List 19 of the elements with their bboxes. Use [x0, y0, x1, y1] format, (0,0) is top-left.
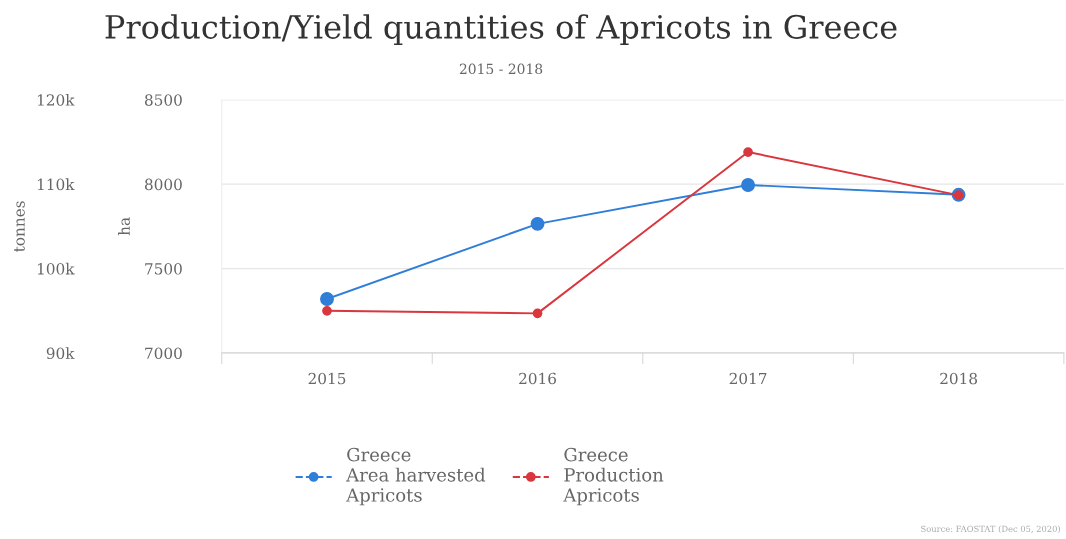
x-tick-label: 2016	[519, 372, 557, 385]
y2-axis-title: tonnes	[14, 201, 25, 252]
y-tick-label: 8500	[144, 94, 182, 106]
y2-tick-label: 120k	[37, 93, 75, 106]
y2-tick-label: 110k	[37, 178, 75, 191]
y2-tick-label: 100k	[37, 262, 75, 275]
y-tick-label: 7000	[145, 347, 182, 360]
chart-subtitle: 2015 - 2018	[459, 63, 543, 75]
y-tick-label: 8000	[144, 178, 182, 191]
x-tick-label: 2017	[729, 372, 767, 385]
y-tick-label: 7500	[145, 263, 182, 275]
x-tick-label: 2018	[940, 372, 978, 385]
chart-title: Production/Yield quantities of Apricots in Greece	[105, 14, 897, 46]
legend-label: Greece Production Apricots	[563, 447, 664, 506]
y-axis-title: ha	[118, 217, 130, 236]
x-tick-label: 2015	[308, 372, 346, 385]
legend-label: Greece Area harvested Apricots	[346, 447, 486, 506]
source-note: Source: FAOSTAT (Dec 05, 2020)	[921, 525, 1061, 534]
y2-tick-label: 90k	[46, 347, 75, 360]
